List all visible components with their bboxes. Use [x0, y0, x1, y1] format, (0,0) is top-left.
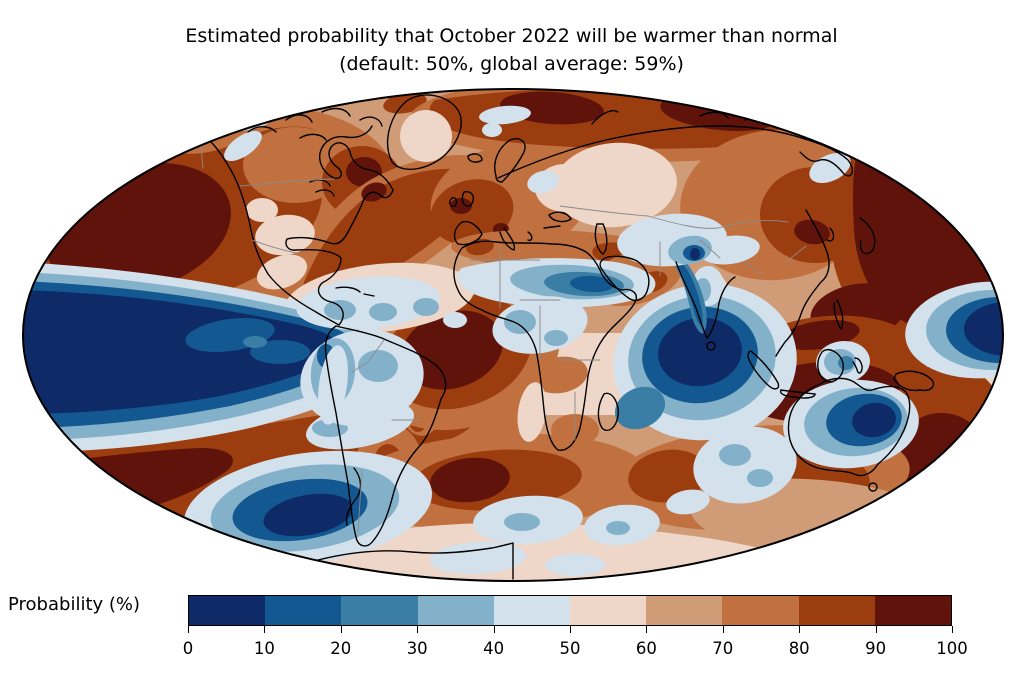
colorbar-segment-2: [341, 596, 418, 625]
colorbar-segment-6: [646, 596, 723, 625]
colorbar-segment-0: [189, 596, 266, 625]
colorbar-segment-4: [493, 596, 571, 625]
colorbar-segment-8: [798, 596, 875, 625]
figure-title: Estimated probability that October 2022 …: [0, 22, 1023, 78]
title-line-2: (default: 50%, global average: 59%): [339, 53, 684, 75]
colorbar-segment-9: [874, 596, 952, 625]
map-country-borders: [199, 135, 807, 533]
title-line-1: Estimated probability that October 2022 …: [185, 25, 838, 47]
colorbar-segment-5: [570, 596, 647, 625]
map-outline: [22, 88, 1004, 582]
colorbar-segment-7: [722, 596, 799, 625]
colorbar-segment-1: [265, 596, 342, 625]
colorbar-segment-3: [417, 596, 494, 625]
colorbar-label: Probability (%): [8, 594, 141, 615]
colorbar: [188, 595, 952, 626]
map-coastlines: [151, 94, 971, 580]
